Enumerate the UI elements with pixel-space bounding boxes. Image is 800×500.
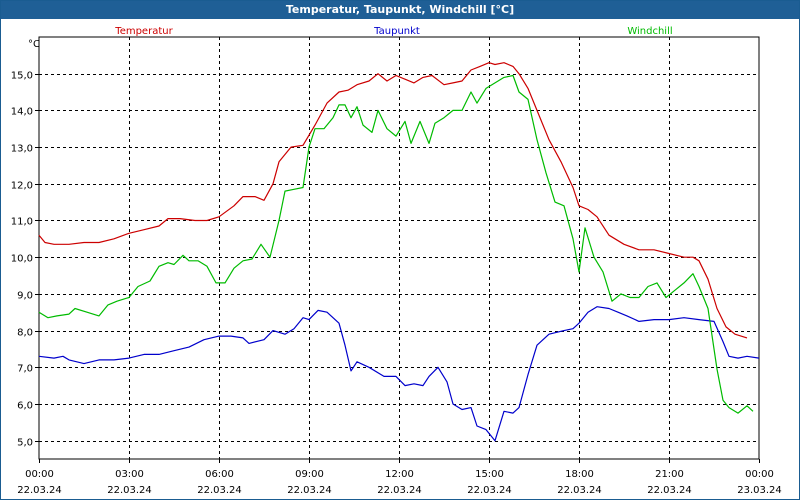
x-tick-date-label: 22.03.24 [647, 485, 692, 496]
x-tick-date-label: 22.03.24 [557, 485, 602, 496]
y-tick-label: 8,0 [17, 328, 33, 339]
legend-windchill: Windchill [627, 26, 672, 37]
x-tick-time-label: 00:00 [745, 469, 774, 480]
x-tick-date-label: 22.03.24 [467, 485, 512, 496]
x-tick-date-label: 22.03.24 [377, 485, 422, 496]
y-tick-label: 15,0 [11, 71, 33, 82]
legend: Temperatur Taupunkt Windchill [114, 26, 672, 37]
x-tick-date-label: 22.03.24 [107, 485, 152, 496]
x-tick-time-label: 00:00 [25, 469, 54, 480]
x-tick-time-label: 12:00 [385, 469, 414, 480]
x-tick-time-label: 09:00 [295, 469, 324, 480]
x-tick-date-label: 23.03.24 [737, 485, 782, 496]
y-tick-label: 9,0 [17, 291, 33, 302]
chart-title: Temperatur, Taupunkt, Windchill [°C] [1, 1, 799, 19]
y-tick-label: 14,0 [11, 107, 33, 118]
x-tick-date-label: 22.03.24 [197, 485, 242, 496]
series-line-temperatur [38, 62, 748, 339]
y-tick-label: 7,0 [17, 364, 33, 375]
y-axis-unit-label: °C [28, 39, 40, 50]
legend-taupunkt: Taupunkt [373, 26, 420, 37]
x-tick-time-label: 21:00 [655, 469, 684, 480]
series-line-windchill [38, 74, 754, 414]
y-tick-label: 13,0 [11, 144, 33, 155]
axes: °C 5,0 6,0 7,0 8,0 9,0 10,0 11,0 12,0 13,0 14,0 15… [11, 39, 782, 496]
y-tick-label: 5,0 [17, 438, 33, 449]
x-tick-time-label: 06:00 [205, 469, 234, 480]
x-tick-date-label: 22.03.24 [287, 485, 332, 496]
y-tick-label: 11,0 [11, 217, 33, 228]
series-lines [38, 62, 760, 442]
y-tick-label: 12,0 [11, 181, 33, 192]
x-tick-time-label: 03:00 [115, 469, 144, 480]
series-line-taupunkt [38, 306, 760, 442]
x-tick-time-label: 18:00 [565, 469, 594, 480]
legend-temperatur: Temperatur [114, 26, 173, 37]
x-tick-date-label: 22.03.24 [17, 485, 62, 496]
x-tick-time-label: 15:00 [475, 469, 504, 480]
y-tick-label: 6,0 [17, 401, 33, 412]
y-tick-label: 10,0 [11, 254, 33, 265]
grid [39, 37, 759, 459]
